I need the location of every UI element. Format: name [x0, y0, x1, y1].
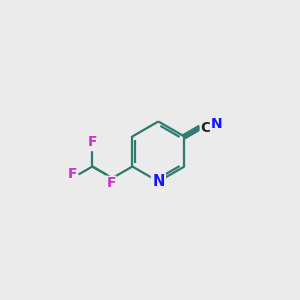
- Text: F: F: [88, 135, 97, 149]
- Text: N: N: [211, 117, 222, 131]
- Text: N: N: [152, 174, 165, 189]
- Text: F: F: [106, 176, 116, 190]
- Text: C: C: [200, 121, 211, 135]
- Text: N: N: [152, 174, 165, 189]
- Text: F: F: [68, 167, 77, 181]
